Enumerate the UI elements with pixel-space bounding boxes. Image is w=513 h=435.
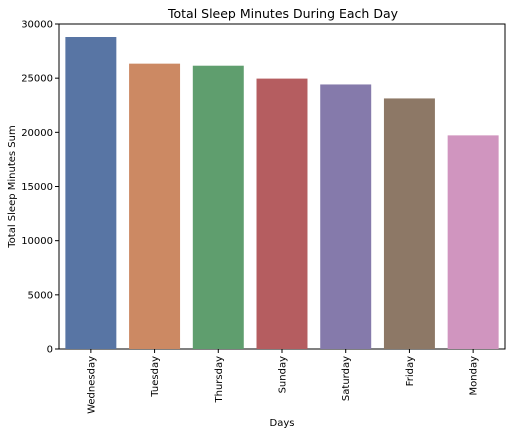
y-tick-label: 10000 [21,236,53,247]
y-axis-ticks: 0 5000 10000 15000 20000 25000 30000 [21,20,59,356]
x-tick-label: Thursday [214,356,225,404]
bar-sunday [256,78,308,349]
y-tick-label: 20000 [21,128,53,139]
bar-wednesday [65,37,117,349]
bar-friday [383,98,435,349]
y-tick-label: 25000 [21,74,53,85]
bar-thursday [192,65,244,349]
chart-title: Total Sleep Minutes During Each Day [167,6,399,21]
plot-area: 0 5000 10000 15000 20000 25000 30000 Wednesday… [21,20,506,414]
y-tick-label: 30000 [21,20,53,31]
y-tick-label: 5000 [28,290,53,301]
bar-monday [447,135,499,349]
x-tick-label: Saturday [341,356,352,401]
y-tick-label: 0 [47,345,53,356]
x-tick-label: Wednesday [86,356,97,414]
x-tick-label: Tuesday [150,356,161,398]
y-tick-label: 15000 [21,182,53,193]
y-axis-label: Total Sleep Minutes Sum [7,125,18,248]
x-tick-label: Monday [469,356,480,396]
x-axis-label: Days [270,418,295,429]
bars-group [65,37,499,350]
bar-saturday [320,84,372,349]
x-tick-label: Sunday [278,356,289,393]
x-tick-label: Friday [405,356,416,386]
x-axis-ticks: Wednesday Tuesday Thursday Sunday Saturday Fr… [86,349,480,414]
bar-tuesday [129,63,181,350]
